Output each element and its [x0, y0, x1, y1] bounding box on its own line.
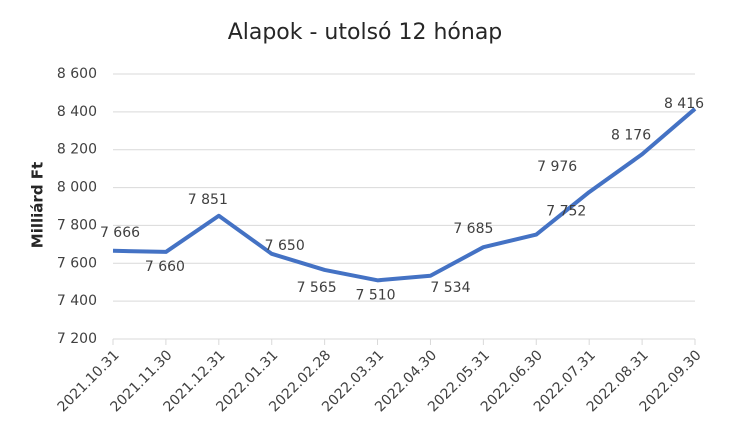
y-tick-label: 7 800: [57, 217, 97, 233]
y-tick-label: 7 600: [57, 255, 97, 271]
y-axis-label: Milliárd Ft: [29, 162, 47, 248]
y-tick-label: 7 200: [57, 331, 97, 347]
y-tick-label: 7 400: [57, 293, 97, 309]
data-label: 7 666: [100, 225, 140, 241]
line-series: [112, 107, 697, 283]
data-label: 7 660: [145, 259, 185, 275]
y-tick-label: 8 400: [57, 104, 97, 120]
y-tick-label: 8 200: [57, 142, 97, 158]
y-tick-label: 8 600: [57, 66, 97, 82]
data-label: 8 416: [664, 96, 704, 112]
data-label: 7 565: [297, 280, 337, 296]
data-label: 7 851: [188, 192, 228, 208]
data-label: 7 510: [355, 287, 395, 303]
data-label: 7 534: [430, 280, 470, 296]
data-label: 7 976: [537, 159, 577, 175]
chart-title: Alapok - utolsó 12 hónap: [228, 20, 503, 45]
y-tick-label: 8 000: [57, 180, 97, 196]
data-label: 8 176: [611, 127, 651, 143]
data-label: 7 752: [546, 204, 586, 220]
data-label: 7 685: [453, 221, 493, 237]
data-label: 7 650: [265, 238, 305, 254]
